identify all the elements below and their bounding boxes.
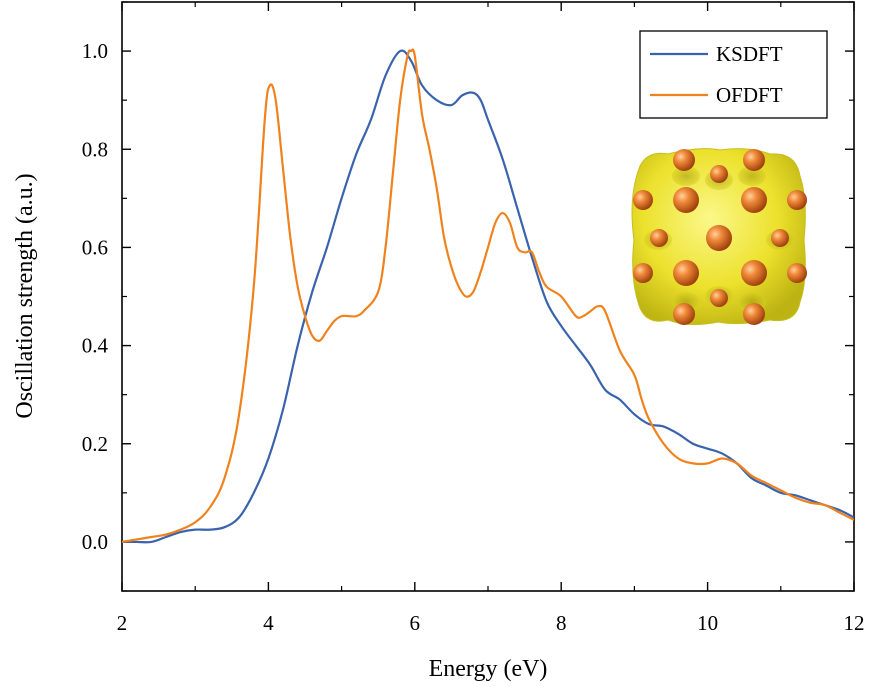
x-tick-label: 10 xyxy=(697,611,718,635)
surface-dimple xyxy=(738,166,766,186)
x-axis-title: Energy (eV) xyxy=(429,656,548,682)
atom-sphere xyxy=(741,187,767,213)
y-tick-label: 0.6 xyxy=(82,235,108,259)
atom-sphere xyxy=(633,263,653,283)
x-tick-label: 6 xyxy=(410,611,421,635)
atom-sphere xyxy=(650,229,668,247)
x-tick-label: 12 xyxy=(844,611,865,635)
cluster-isosurface-icon xyxy=(631,148,807,326)
atom-sphere xyxy=(743,149,765,171)
y-tick-label: 0.4 xyxy=(82,334,109,358)
axis-tick-labels: 2 4 6 8 10 12 0.0 0.2 0.4 0.6 0.8 1.0 xyxy=(82,39,865,635)
x-tick-label: 2 xyxy=(117,611,128,635)
atom-sphere xyxy=(673,303,695,325)
atom-sphere xyxy=(741,260,767,286)
y-tick-label: 0.0 xyxy=(82,530,108,554)
atom-sphere xyxy=(787,190,807,210)
legend-label-ofdft: OFDFT xyxy=(716,83,783,107)
atom-sphere xyxy=(743,303,765,325)
legend-label-ksdft: KSDFT xyxy=(716,42,783,66)
series-line-ofdft xyxy=(122,48,854,544)
x-tick-label: 8 xyxy=(556,611,567,635)
y-tick-label: 1.0 xyxy=(82,39,108,63)
legend-box xyxy=(639,30,828,119)
surface-dimple xyxy=(672,166,700,186)
atom-sphere xyxy=(633,190,653,210)
atom-sphere xyxy=(673,149,695,171)
y-axis-title: Oscillation strength (a.u.) xyxy=(12,173,38,418)
atom-sphere xyxy=(710,165,728,183)
atom-sphere xyxy=(787,263,807,283)
legend: KSDFT OFDFT xyxy=(639,30,828,119)
x-tick-label: 4 xyxy=(263,611,274,635)
series-lines xyxy=(122,48,854,544)
axis-ticks xyxy=(121,1,855,592)
atom-sphere xyxy=(710,289,728,307)
atom-sphere xyxy=(673,187,699,213)
series-line-ksdft xyxy=(122,49,854,544)
y-tick-label: 0.2 xyxy=(82,432,108,456)
y-tick-label: 0.8 xyxy=(82,137,108,161)
atom-sphere xyxy=(673,260,699,286)
atom-sphere xyxy=(706,225,732,251)
atom-sphere xyxy=(771,229,789,247)
